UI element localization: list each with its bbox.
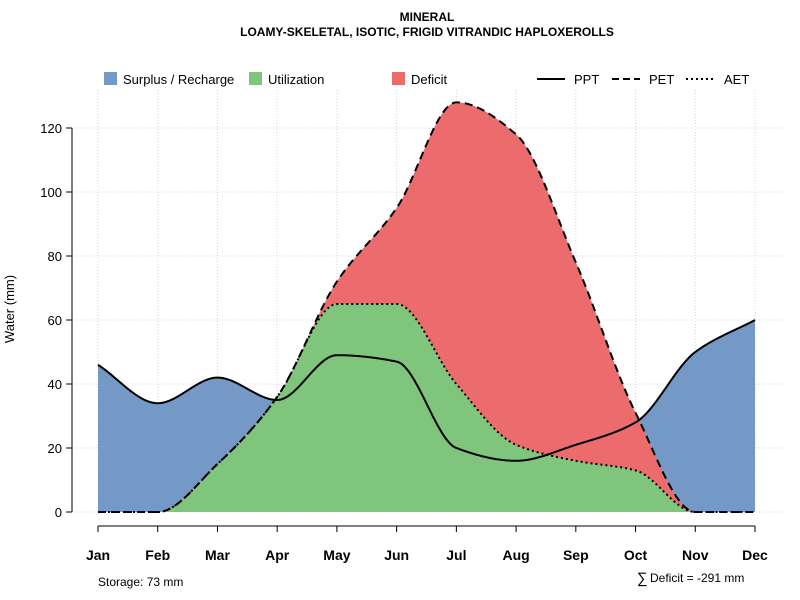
- area-utilization: [98, 304, 755, 512]
- legend-swatch-surplus: [104, 72, 117, 85]
- legend-label-aet: AET: [724, 72, 749, 87]
- area-deficit: [98, 102, 755, 513]
- y-tick-label: 20: [48, 441, 62, 456]
- legend-label-deficit: Deficit: [411, 72, 448, 87]
- x-tick-label-jan: Jan: [86, 547, 110, 563]
- x-tick-label-mar: Mar: [205, 547, 230, 563]
- series-line-aet: [98, 303, 755, 513]
- series-lines: [97, 101, 756, 513]
- y-tick-label: 60: [48, 313, 62, 328]
- axes: 0 20 40 60 80 100 120 Jan Feb Mar Apr May Jun Jul Aug S…: [40, 121, 768, 563]
- x-tick-label-dec: Dec: [742, 547, 768, 563]
- x-tick-label-feb: Feb: [145, 547, 170, 563]
- chart-title: MINERAL: [400, 10, 455, 24]
- x-tick-label-sep: Sep: [563, 547, 589, 563]
- y-tick-label: 40: [48, 377, 62, 392]
- y-tick-label: 120: [40, 121, 62, 136]
- storage-annotation: Storage: 73 mm: [98, 575, 183, 589]
- x-tick-label-jun: Jun: [384, 547, 409, 563]
- series-line-ppt: [97, 319, 756, 462]
- deficit-annotation: Deficit = -291 mm: [650, 571, 744, 585]
- legend: Surplus / Recharge Utilization Deficit P…: [104, 72, 749, 87]
- area-fills: [98, 102, 755, 513]
- y-axis-label: Water (mm): [2, 275, 17, 343]
- x-tick-label-aug: Aug: [502, 547, 529, 563]
- legend-swatch-utilization: [249, 72, 262, 85]
- legend-label-pet: PET: [649, 72, 674, 87]
- legend-swatch-deficit: [392, 72, 405, 85]
- x-tick-label-nov: Nov: [682, 547, 709, 563]
- x-tick-label-apr: Apr: [265, 547, 290, 563]
- sum-icon: ∑: [637, 570, 648, 587]
- x-tick-label-jul: Jul: [446, 547, 466, 563]
- chart-subtitle: LOAMY-SKELETAL, ISOTIC, FRIGID VITRANDIC…: [240, 25, 614, 39]
- y-tick-label: 0: [55, 505, 62, 520]
- legend-label-surplus: Surplus / Recharge: [123, 72, 234, 87]
- x-tick-label-oct: Oct: [624, 547, 648, 563]
- legend-label-ppt: PPT: [574, 72, 599, 87]
- x-tick-label-may: May: [323, 547, 350, 563]
- y-tick-label: 100: [40, 185, 62, 200]
- y-tick-label: 80: [48, 249, 62, 264]
- series-line-pet: [98, 101, 755, 513]
- legend-label-utilization: Utilization: [268, 72, 324, 87]
